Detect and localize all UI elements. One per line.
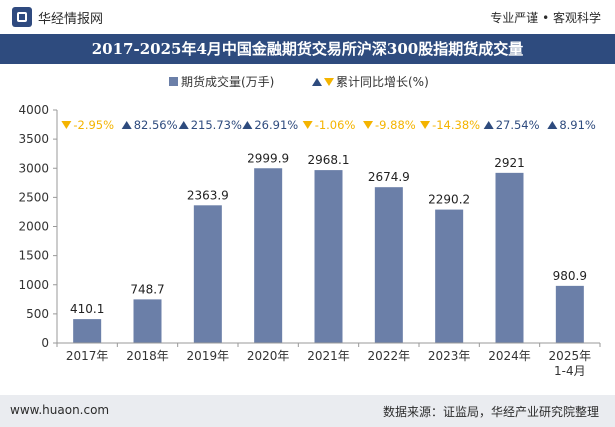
growth-label-4: -1.06%: [315, 118, 356, 132]
bar-3: [254, 168, 283, 343]
growth-label-7: 27.54%: [496, 118, 540, 132]
bar-7: [495, 172, 524, 343]
x-tick-label: 2018年: [126, 349, 169, 363]
value-label-1: 748.7: [130, 282, 164, 296]
legend-swatch-volume: [169, 77, 178, 86]
growth-label-6: -14.38%: [432, 118, 480, 132]
growth-label-5: -9.88%: [375, 118, 416, 132]
legend-label-volume: 期货成交量(万手): [181, 74, 274, 89]
tagline: 专业严谨 • 客观科学: [490, 11, 601, 25]
x-tick-label: 2023年: [428, 349, 471, 363]
y-tick-label: 3000: [18, 161, 49, 175]
top-bar: 华经情报网 专业严谨 • 客观科学: [0, 0, 615, 34]
growth-label-2: 215.73%: [191, 118, 242, 132]
footer-website: www.huaon.com: [10, 403, 110, 417]
value-labels: 410.1 748.7 2363.9 2999.9 2968.1 2674.9 2290.2…: [70, 151, 587, 316]
y-tick-label: 0: [41, 336, 49, 350]
bar-0: [73, 319, 102, 343]
growth-up-icon: [178, 121, 189, 129]
footer-source: 数据来源：证监局，华经产业研究院整理: [382, 405, 599, 419]
brand: 华经情报网: [12, 6, 103, 28]
legend-triangle-up-icon: [312, 78, 322, 86]
growth-up-icon: [121, 121, 132, 129]
legend-label-growth: 累计同比增长(%): [336, 75, 429, 89]
bar-1: [133, 299, 162, 343]
x-tick-label: 2020年: [247, 349, 290, 363]
growth-down-icon: [363, 121, 374, 129]
x-tick-label: 2019年: [187, 349, 230, 363]
value-label-0: 410.1: [70, 302, 104, 316]
y-tick-label: 4000: [18, 103, 49, 117]
bars: [73, 168, 584, 343]
growth-label-8: 8.91%: [559, 118, 596, 132]
footer: www.huaon.com 数据来源：证监局，华经产业研究院整理: [0, 395, 615, 427]
x-tick-label: 2017年: [66, 349, 109, 363]
growth-up-icon: [242, 121, 253, 129]
brand-name: 华经情报网: [38, 11, 104, 27]
growth-labels: -2.95% 82.56% 215.73% 26.91% -1.06% -9.88% -14…: [61, 118, 596, 132]
x-tick-label: 2021年: [307, 349, 350, 363]
y-tick-label: 500: [26, 307, 49, 321]
value-label-6: 2290.2: [428, 193, 470, 207]
legend: 期货成交量(万手) 累计同比增长(%): [169, 74, 429, 89]
y-axis: 0 500 1000 1500 2000 2500 3000 3500 4000: [18, 103, 58, 350]
bar-4: [314, 170, 343, 343]
bar-2: [193, 205, 222, 343]
value-label-7: 2921: [494, 156, 525, 170]
growth-label-1: 82.56%: [134, 118, 178, 132]
growth-label-3: 26.91%: [254, 118, 298, 132]
bar-6: [435, 209, 464, 343]
y-tick-label: 2500: [18, 190, 49, 204]
huajing-logo-icon: [12, 7, 32, 27]
growth-down-icon: [61, 121, 72, 129]
legend-triangle-down-icon: [324, 78, 334, 86]
x-tick-label: 2025年: [549, 349, 592, 363]
x-axis: 2017年 2018年 2019年 2020年 2021年 2022年 2023年 2024年…: [56, 342, 601, 378]
title-bar: 2017-2025年4月中国金融期货交易所沪深300股指期货成交量: [0, 34, 615, 64]
growth-down-icon: [302, 121, 313, 129]
x-tick-label: 2024年: [488, 349, 531, 363]
y-tick-label: 1500: [18, 249, 49, 263]
x-tick-label: 2022年: [368, 349, 411, 363]
value-label-8: 980.9: [553, 269, 587, 283]
growth-up-icon: [547, 121, 558, 129]
y-tick-label: 1000: [18, 278, 49, 292]
y-tick-label: 3500: [18, 132, 49, 146]
y-tick-label: 2000: [18, 220, 49, 234]
growth-up-icon: [483, 121, 494, 129]
value-label-2: 2363.9: [187, 188, 229, 202]
chart-title: 2017-2025年4月中国金融期货交易所沪深300股指期货成交量: [91, 40, 524, 58]
value-label-4: 2968.1: [308, 153, 350, 167]
bar-chart: 期货成交量(万手) 累计同比增长(%) 0 500 1000 1500 2000 2500 3…: [18, 74, 601, 378]
value-label-5: 2674.9: [368, 170, 410, 184]
growth-label-0: -2.95%: [73, 118, 114, 132]
growth-down-icon: [420, 121, 431, 129]
x-tick-label: 1-4月: [554, 364, 586, 378]
bar-5: [374, 187, 403, 343]
bar-8: [555, 285, 584, 343]
value-label-3: 2999.9: [247, 151, 289, 165]
